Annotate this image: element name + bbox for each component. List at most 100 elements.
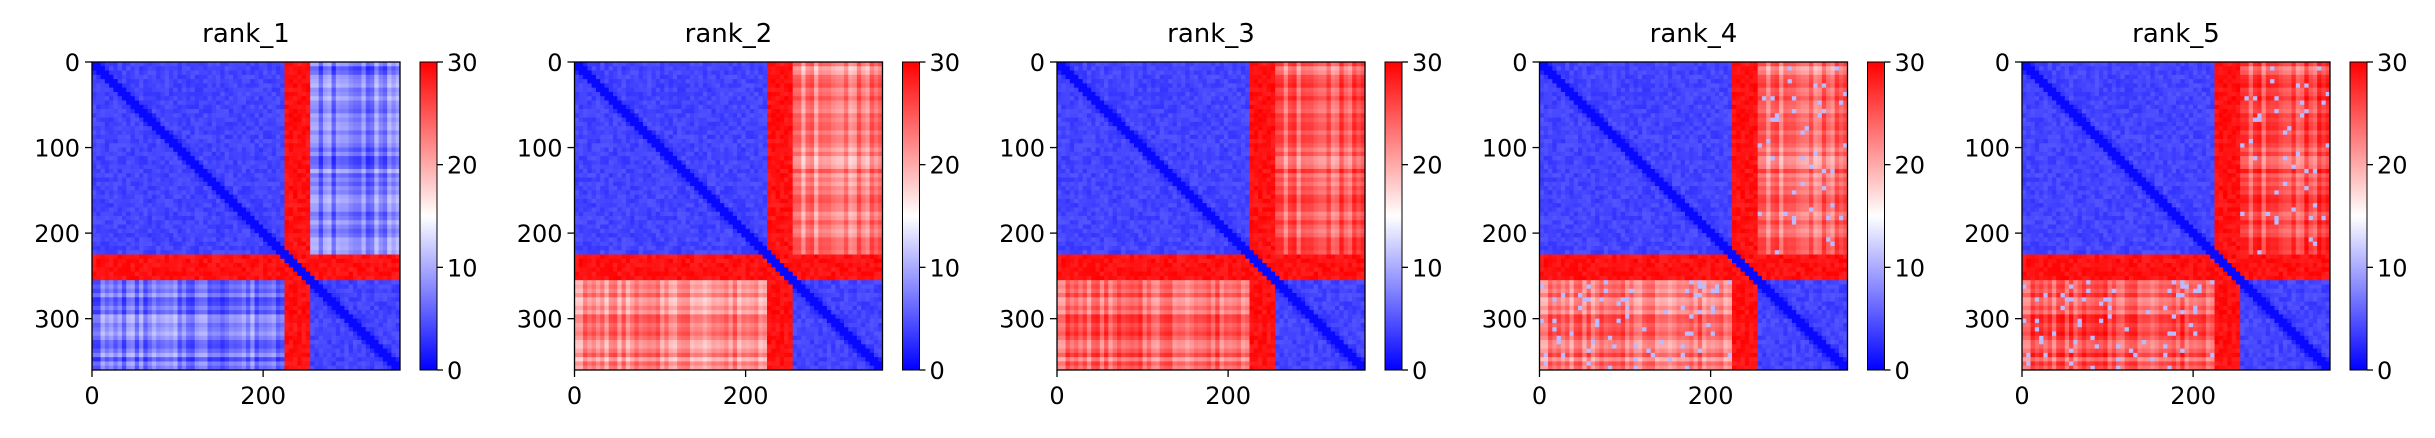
heatmap-cell xyxy=(151,284,157,290)
heatmap-cell xyxy=(121,198,127,204)
heatmap-cell xyxy=(173,121,179,127)
heatmap-cell xyxy=(100,198,106,204)
heatmap-cell xyxy=(344,293,350,298)
heatmap-cell xyxy=(365,318,371,324)
heatmap-cell xyxy=(378,151,384,157)
heatmap-cell xyxy=(228,177,234,183)
heatmap-cell xyxy=(220,228,226,234)
heatmap-cell xyxy=(357,156,362,161)
heatmap-cell xyxy=(361,147,367,153)
heatmap-cell xyxy=(113,245,119,251)
heatmap-cell xyxy=(275,322,281,328)
heatmap-cell xyxy=(109,173,114,178)
heatmap-cell xyxy=(207,267,213,273)
heatmap-cell xyxy=(203,254,208,260)
heatmap-cell xyxy=(280,241,285,247)
heatmap-cell xyxy=(190,134,196,140)
heatmap-cell xyxy=(164,109,170,114)
heatmap-cell xyxy=(113,305,119,311)
heatmap-cell xyxy=(228,181,234,187)
heatmap-cell xyxy=(233,301,238,307)
heatmap-cell xyxy=(121,322,127,328)
heatmap-cell xyxy=(134,327,140,332)
heatmap-cell xyxy=(113,194,119,200)
heatmap-cell xyxy=(275,126,281,131)
heatmap-cell xyxy=(143,297,149,303)
heatmap-cell xyxy=(395,228,400,234)
heatmap-cell xyxy=(121,79,127,84)
heatmap-cell xyxy=(143,143,149,149)
heatmap-cell xyxy=(121,258,127,264)
heatmap-cell xyxy=(250,139,256,144)
heatmap-cell xyxy=(164,139,170,144)
heatmap-cell xyxy=(314,207,320,213)
heatmap-cell xyxy=(395,301,400,307)
heatmap-cell xyxy=(271,228,277,234)
heatmap-cell xyxy=(117,198,123,204)
heatmap-cell xyxy=(378,168,384,174)
heatmap-cell xyxy=(241,211,247,217)
heatmap-cell xyxy=(263,79,268,84)
heatmap-cell xyxy=(275,104,281,110)
heatmap-cell xyxy=(96,250,102,255)
heatmap-cell xyxy=(280,250,285,255)
heatmap-cell xyxy=(301,241,307,247)
heatmap-cell xyxy=(361,322,367,328)
heatmap-cell xyxy=(156,327,161,332)
heatmap-cell xyxy=(177,293,183,298)
heatmap-cell xyxy=(391,203,397,208)
heatmap-cell xyxy=(297,70,303,76)
heatmap-cell xyxy=(228,109,234,114)
heatmap-cell xyxy=(233,147,238,153)
heatmap-cell xyxy=(139,66,144,72)
heatmap-cell xyxy=(130,293,136,298)
heatmap-cell xyxy=(335,245,341,251)
heatmap-cell xyxy=(254,87,260,93)
heatmap-cell xyxy=(331,121,337,127)
heatmap-cell xyxy=(181,203,187,208)
heatmap-cell xyxy=(190,117,196,123)
heatmap-cell xyxy=(348,147,354,153)
heatmap-cell xyxy=(216,143,221,149)
heatmap-cell xyxy=(177,121,183,127)
heatmap-cell xyxy=(340,113,345,119)
heatmap-cell xyxy=(241,121,247,127)
heatmap-cell xyxy=(164,126,170,131)
heatmap-cell xyxy=(134,305,140,311)
heatmap-cell xyxy=(92,87,97,93)
heatmap-cell xyxy=(246,233,251,238)
heatmap-cell xyxy=(169,352,174,358)
heatmap-cell xyxy=(237,245,243,251)
heatmap-cell xyxy=(113,113,119,119)
heatmap-cell xyxy=(374,314,380,320)
heatmap-cell xyxy=(198,113,204,119)
heatmap-cell xyxy=(216,284,221,290)
heatmap-cell xyxy=(258,237,264,243)
heatmap-cell xyxy=(220,87,226,93)
heatmap-cell xyxy=(233,126,238,131)
heatmap-cell xyxy=(151,318,157,324)
heatmap-cell xyxy=(92,177,97,183)
heatmap-cell xyxy=(220,250,226,255)
heatmap-cell xyxy=(109,62,114,67)
heatmap-cell xyxy=(250,66,256,72)
heatmap-cell xyxy=(246,293,251,298)
heatmap-cell xyxy=(92,83,97,89)
heatmap-cell xyxy=(263,335,268,341)
heatmap-cell xyxy=(130,207,136,213)
heatmap-cell xyxy=(147,301,153,307)
heatmap-cell xyxy=(352,134,358,140)
heatmap-cell xyxy=(370,74,375,80)
heatmap-cell xyxy=(370,207,375,213)
heatmap-cell xyxy=(250,186,256,191)
heatmap-cell xyxy=(198,305,204,311)
heatmap-cell xyxy=(130,121,136,127)
heatmap-cell xyxy=(216,117,221,123)
heatmap-cell xyxy=(177,181,183,187)
heatmap-cell xyxy=(267,177,273,183)
heatmap-cell xyxy=(250,147,256,153)
heatmap-cell xyxy=(267,254,273,260)
heatmap-cell xyxy=(361,126,367,131)
heatmap-cell xyxy=(143,271,149,277)
heatmap-cell xyxy=(117,160,123,166)
